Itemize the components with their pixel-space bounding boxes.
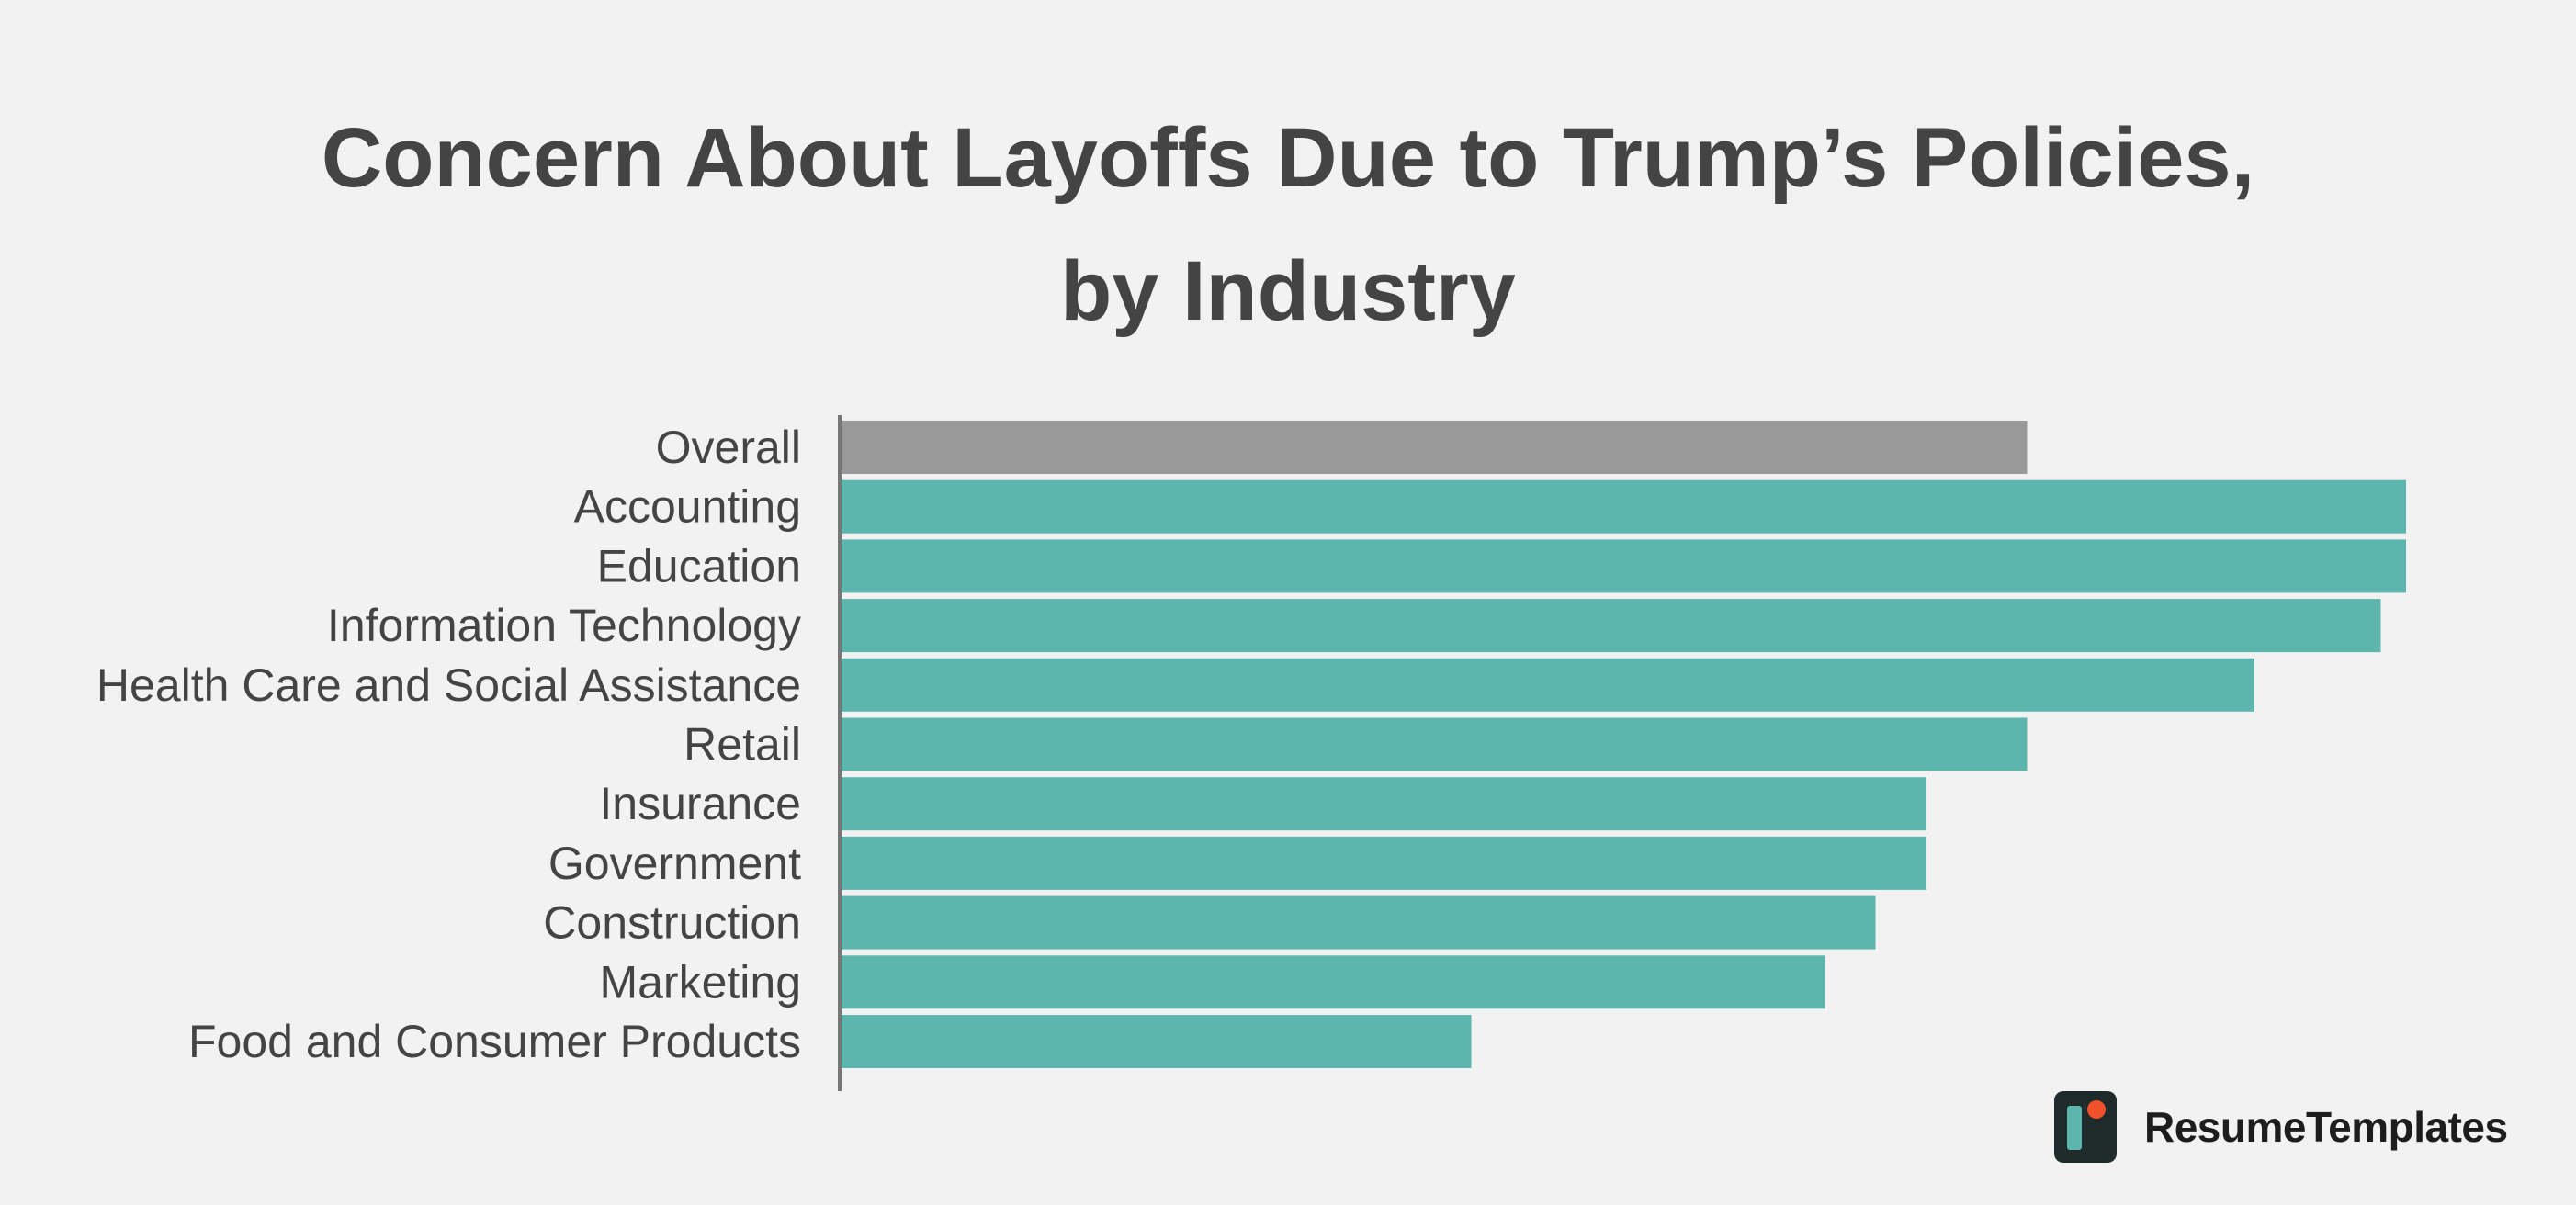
category-label-food-and-consumer-products: Food and Consumer Products	[188, 1016, 801, 1067]
category-label-education: Education	[597, 540, 801, 591]
bar-insurance	[840, 777, 1926, 831]
brand-name: ResumeTemplates	[2144, 1103, 2508, 1151]
category-label-information-technology: Information Technology	[327, 600, 801, 651]
category-label-accounting: Accounting	[574, 481, 801, 533]
bar-group	[840, 421, 2406, 1068]
category-label-overall: Overall	[656, 422, 801, 473]
category-label-insurance: Insurance	[599, 778, 801, 829]
category-label-marketing: Marketing	[599, 956, 801, 1008]
chart-title: Concern About Layoffs Due to Trump’s Pol…	[0, 92, 2576, 358]
bar-education	[840, 539, 2406, 593]
category-label-government: Government	[548, 838, 801, 889]
brand-logo: ResumeTemplates	[2054, 1091, 2508, 1163]
bar-health-care-and-social-assistance	[840, 658, 2254, 712]
bar-government	[840, 836, 1926, 890]
category-label-retail: Retail	[684, 719, 801, 771]
bar-accounting	[840, 479, 2406, 534]
category-label-construction: Construction	[543, 897, 801, 949]
bar-information-technology	[840, 599, 2381, 653]
bar-food-and-consumer-products	[840, 1015, 1472, 1068]
bar-overall	[840, 421, 2028, 474]
category-labels: Overall Accounting Education Information Te…	[96, 422, 801, 1067]
category-label-health-care-and-social-assistance: Health Care and Social Assistance	[96, 659, 801, 711]
resumetemplates-logo-icon	[2054, 1091, 2117, 1163]
bar-retail	[840, 717, 2028, 771]
chart-title-line-1: Concern About Layoffs Due to Trump’s Pol…	[321, 111, 2255, 205]
bar-construction	[840, 895, 1876, 950]
chart-title-line-2: by Industry	[1060, 244, 1516, 338]
bar-marketing	[840, 955, 1825, 1009]
